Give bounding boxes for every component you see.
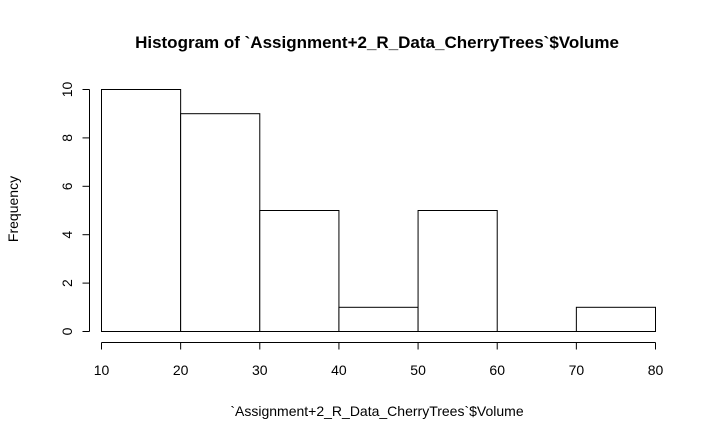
bars-layer — [101, 89, 656, 332]
histogram-bar-1 — [101, 89, 182, 332]
y-tick-label: 8 — [59, 134, 75, 142]
y-tick-label: 0 — [59, 327, 75, 335]
histogram-bar-3 — [259, 210, 340, 332]
x-tick-label: 10 — [94, 362, 110, 378]
y-tick-label: 4 — [59, 231, 75, 239]
histogram-bar-7 — [575, 306, 656, 332]
x-tick-label: 60 — [489, 362, 505, 378]
x-tick-label: 40 — [331, 362, 347, 378]
x-axis-label: `Assignment+2_R_Data_CherryTrees`$Volume — [230, 403, 523, 419]
histogram-bar-4 — [338, 306, 419, 332]
chart-title: Histogram of `Assignment+2_R_Data_Cherry… — [135, 33, 619, 52]
y-tick-label: 2 — [59, 279, 75, 287]
y-tick-label: 10 — [59, 82, 75, 98]
x-tick-label: 70 — [569, 362, 585, 378]
x-axis: 10 20 30 40 50 60 70 80 — [94, 342, 664, 378]
y-axis: 0 2 4 6 8 10 — [59, 82, 90, 335]
histogram-bar-5 — [417, 210, 498, 332]
histogram-bar-2 — [180, 113, 261, 332]
y-tick-label: 6 — [59, 182, 75, 190]
x-tick-label: 20 — [173, 362, 189, 378]
x-tick-label: 50 — [410, 362, 426, 378]
x-tick-label: 30 — [252, 362, 268, 378]
y-axis-label: Frequency — [5, 176, 21, 242]
x-tick-label: 80 — [648, 362, 664, 378]
